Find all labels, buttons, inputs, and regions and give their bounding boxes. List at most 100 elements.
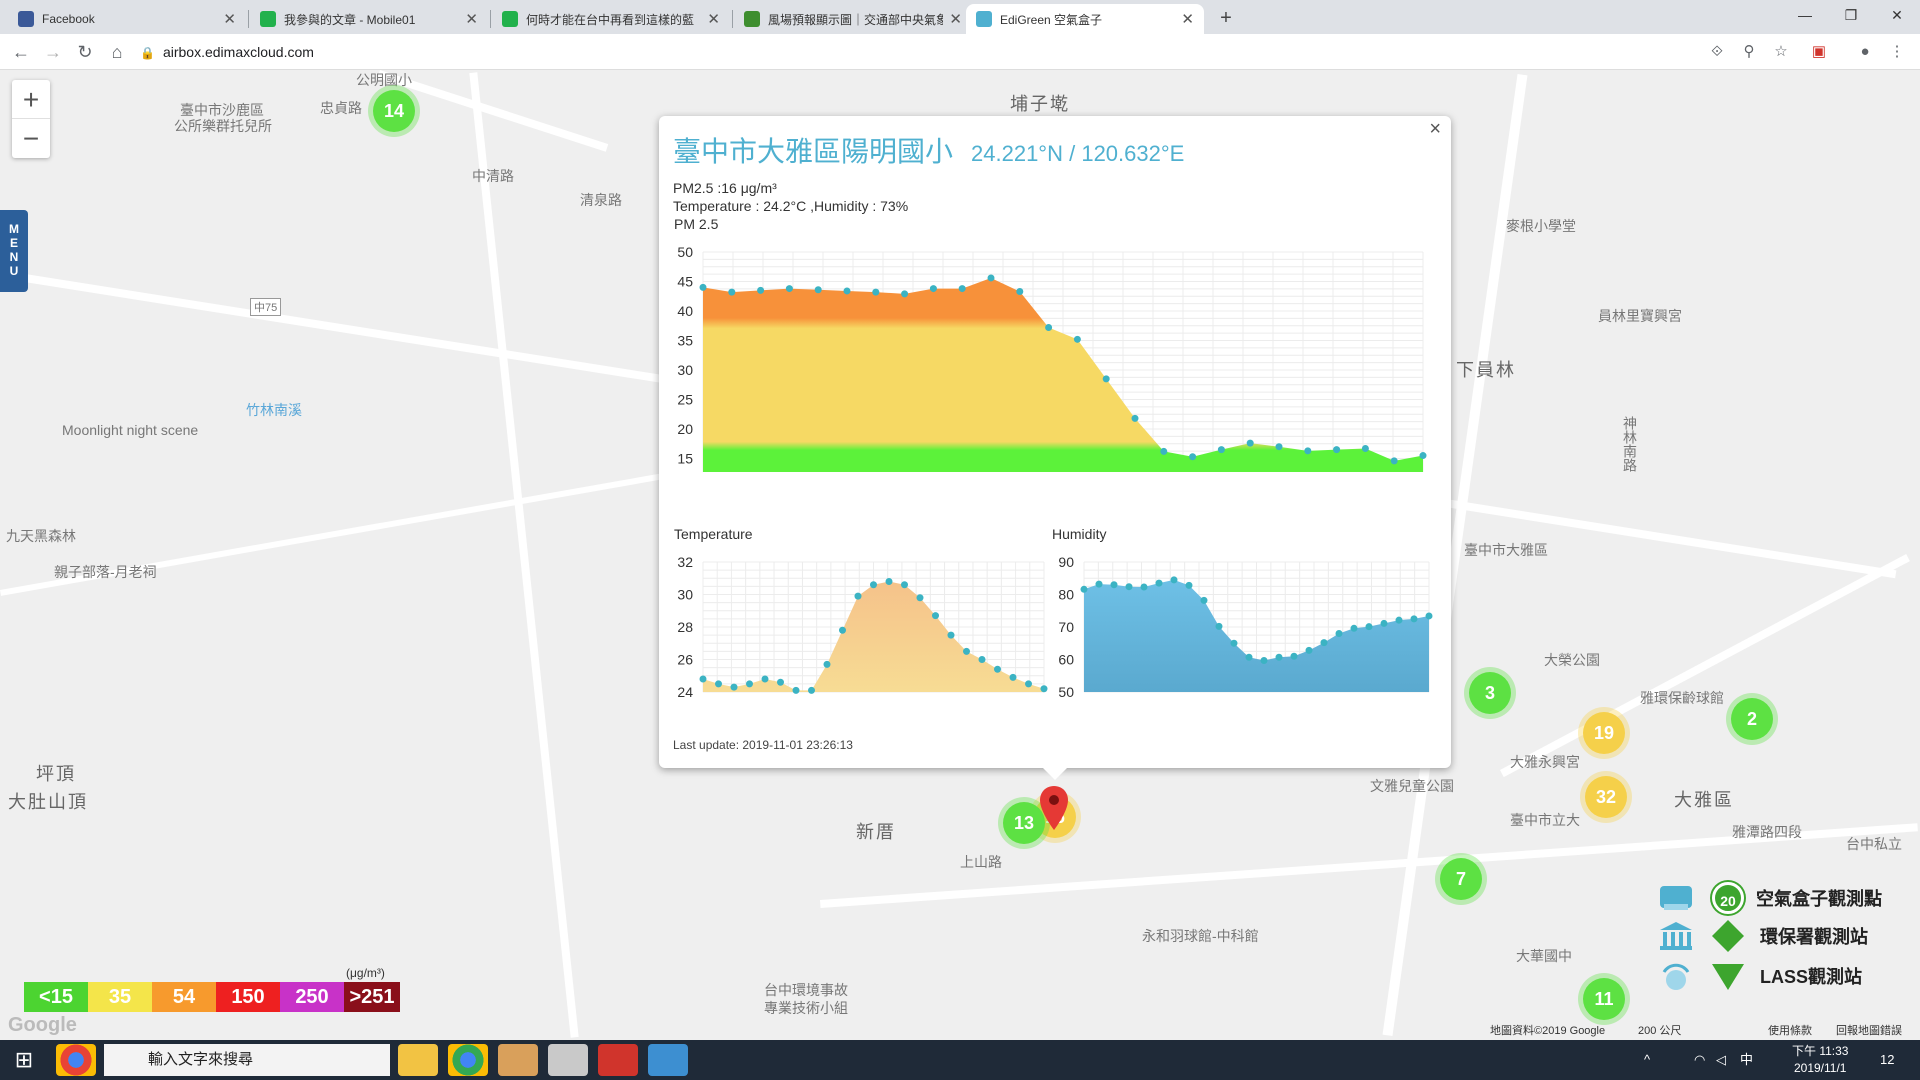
new-tab-button[interactable]: + (1220, 7, 1232, 29)
mobile01-icon (502, 11, 518, 27)
tab-cwb[interactable]: 風場預報顯示圖｜交通部中央氣象 ✕ (734, 4, 972, 34)
data-point (1110, 581, 1118, 589)
close-window-button[interactable]: ✕ (1891, 7, 1903, 23)
app-taskbar-icon[interactable] (498, 1044, 538, 1076)
menu-button[interactable]: MENU (0, 210, 28, 292)
app-taskbar-icon[interactable] (648, 1044, 688, 1076)
minimize-button[interactable]: — (1798, 7, 1812, 23)
report-error-link[interactable]: 回報地圖錯誤 (1836, 1025, 1902, 1037)
tab-title: Facebook (42, 12, 95, 26)
zoom-out-button[interactable]: − (22, 123, 40, 154)
tab-separator (732, 10, 733, 28)
map-label: 員林里寶興宮 (1598, 308, 1682, 324)
airbox-cluster[interactable]: 2 (1731, 698, 1773, 740)
chrome-taskbar-icon[interactable] (448, 1044, 488, 1076)
data-point (1335, 630, 1343, 637)
popup-title: 臺中市大雅區陽明國小 24.221°N / 120.632°E (673, 130, 1184, 170)
zoom-in-button[interactable]: + (12, 80, 50, 119)
location-pin-icon[interactable] (1037, 784, 1071, 832)
close-tab-icon[interactable]: ✕ (1181, 11, 1194, 28)
y-tick-label: 60 (1058, 652, 1074, 668)
bookmark-star-icon[interactable]: ☆ (1774, 43, 1788, 60)
close-popup-button[interactable]: × (1429, 118, 1441, 140)
data-point (885, 578, 893, 585)
data-point (823, 660, 831, 668)
zoom-control: + − (12, 80, 50, 158)
airbox-cluster[interactable]: 3 (1469, 672, 1511, 714)
data-point (1275, 653, 1283, 661)
data-point (1095, 580, 1103, 588)
data-point (1380, 619, 1388, 627)
taskbar-search-input[interactable]: 輸入文字來搜尋 (104, 1044, 390, 1076)
terms-link[interactable]: 使用條款 (1768, 1025, 1812, 1037)
extension-icon[interactable]: ▣ (1811, 43, 1827, 60)
data-point (1215, 622, 1223, 630)
windows-start-icon[interactable]: ⊞ (14, 1047, 34, 1072)
y-tick-label: 50 (1058, 684, 1074, 700)
home-icon[interactable]: ⌂ (111, 42, 123, 62)
data-point (958, 285, 966, 293)
data-point (1217, 446, 1225, 454)
data-point (761, 675, 769, 683)
map-label: 雅潭路四段 (1732, 824, 1802, 840)
file-explorer-icon[interactable] (398, 1044, 438, 1076)
legend-lass[interactable]: LASS觀測站 (1656, 958, 1862, 994)
close-tab-icon[interactable]: ✕ (707, 11, 720, 28)
notification-count[interactable]: 12 (1880, 1052, 1895, 1067)
more-menu-icon[interactable]: ⋮ (1889, 43, 1905, 60)
legend-airbox[interactable]: 20 空氣盒子觀測點 (1656, 880, 1882, 916)
ime-indicator[interactable]: 中 (1740, 1052, 1754, 1067)
close-tab-icon[interactable]: ✕ (223, 11, 236, 28)
zoom-icon[interactable]: ⚲ (1743, 43, 1755, 60)
translate-icon[interactable]: ⟐ (1711, 43, 1723, 60)
forward-icon[interactable]: → (44, 42, 62, 62)
data-point (1333, 446, 1341, 454)
temperature-chart-title: Temperature (674, 526, 753, 542)
airbox-cluster[interactable]: 14 (373, 90, 415, 132)
airbox-cluster[interactable]: 7 (1440, 858, 1482, 900)
google-logo: Google (8, 1014, 77, 1036)
taskbar-clock[interactable]: 下午 11:33 2019/11/1 (1792, 1043, 1848, 1077)
airbox-cluster[interactable]: 19 (1583, 712, 1625, 754)
airbox-cluster[interactable]: 13 (1003, 802, 1045, 844)
url-text: airbox.edimaxcloud.com (162, 44, 314, 60)
data-point (854, 592, 862, 600)
last-update: Last update: 2019-11-01 23:26:13 (673, 738, 853, 752)
app-taskbar-icon[interactable] (548, 1044, 588, 1076)
restore-button[interactable]: ❐ (1844, 7, 1858, 23)
clock-date: 2019/11/1 (1793, 1061, 1847, 1075)
reload-icon[interactable]: ↻ (77, 42, 93, 62)
data-point (1125, 583, 1133, 591)
epa-station-icon (1660, 922, 1692, 950)
legend-epa[interactable]: 環保署觀測站 (1656, 918, 1868, 954)
volume-icon[interactable]: ◁ (1716, 1052, 1726, 1067)
map-canvas[interactable]: 公明國小 臺中市沙鹿區 公所樂群托兒所 忠貞路 中清路 清泉路 中75 竹林南溪… (0, 70, 1920, 1040)
tray-arrow-icon[interactable]: ^ (1644, 1052, 1651, 1067)
data-point (1040, 685, 1048, 693)
data-point (1160, 447, 1168, 455)
data-point (814, 286, 822, 294)
legend-epa-diamond (1712, 920, 1744, 952)
app-taskbar-icon[interactable] (598, 1044, 638, 1076)
tab-facebook[interactable]: Facebook ✕ (8, 4, 246, 34)
chrome-taskbar-icon[interactable] (56, 1044, 96, 1076)
tab-edigreen[interactable]: EdiGreen 空氣盒子 ✕ (966, 4, 1204, 34)
wifi-icon[interactable]: ◠ (1694, 1052, 1706, 1067)
close-tab-icon[interactable]: ✕ (465, 11, 478, 28)
menu-label: MENU (9, 222, 19, 278)
data-point (994, 665, 1001, 673)
tab-mobile01-article[interactable]: 何時才能在台中再看到這樣的藍 ✕ (492, 4, 730, 34)
profile-icon[interactable]: ● (1860, 43, 1870, 60)
map-label: 上山路 (960, 854, 1002, 870)
data-point (1025, 680, 1032, 688)
close-tab-icon[interactable]: ✕ (949, 11, 962, 28)
back-icon[interactable]: ← (12, 42, 30, 62)
airbox-cluster[interactable]: 32 (1585, 776, 1627, 818)
map-label: 大雅區 (1674, 790, 1734, 810)
y-tick-label: 32 (677, 554, 693, 570)
data-point (777, 678, 784, 686)
map-label: 大肚山頂 (8, 792, 88, 812)
tab-mobile01[interactable]: 我參與的文章 - Mobile01 ✕ (250, 4, 488, 34)
address-bar[interactable]: 🔒 airbox.edimaxcloud.com (140, 39, 1780, 65)
airbox-cluster[interactable]: 11 (1583, 978, 1625, 1020)
